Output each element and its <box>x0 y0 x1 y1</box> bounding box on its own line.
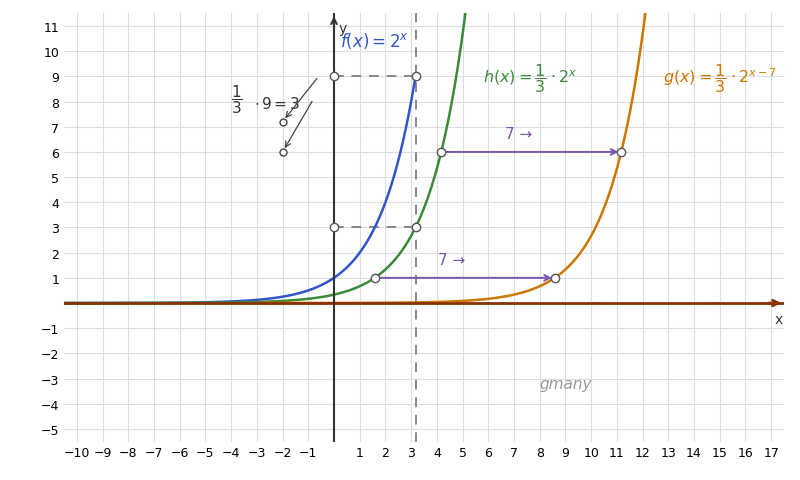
Text: $f(x)=2^x$: $f(x)=2^x$ <box>341 31 410 51</box>
Text: $g(x)=\dfrac{1}{3}\cdot 2^{x-7}$: $g(x)=\dfrac{1}{3}\cdot 2^{x-7}$ <box>663 62 778 95</box>
Text: gmany: gmany <box>539 376 592 391</box>
Text: 7 →: 7 → <box>505 126 532 141</box>
Text: 7 →: 7 → <box>438 252 466 267</box>
Text: y: y <box>338 22 347 36</box>
Text: $\dfrac{1}{3}$: $\dfrac{1}{3}$ <box>231 84 243 116</box>
Text: x: x <box>774 312 783 326</box>
Text: $h(x)=\dfrac{1}{3}\cdot 2^x$: $h(x)=\dfrac{1}{3}\cdot 2^x$ <box>483 62 578 95</box>
Text: $\cdot\,9=3$: $\cdot\,9=3$ <box>254 96 301 111</box>
